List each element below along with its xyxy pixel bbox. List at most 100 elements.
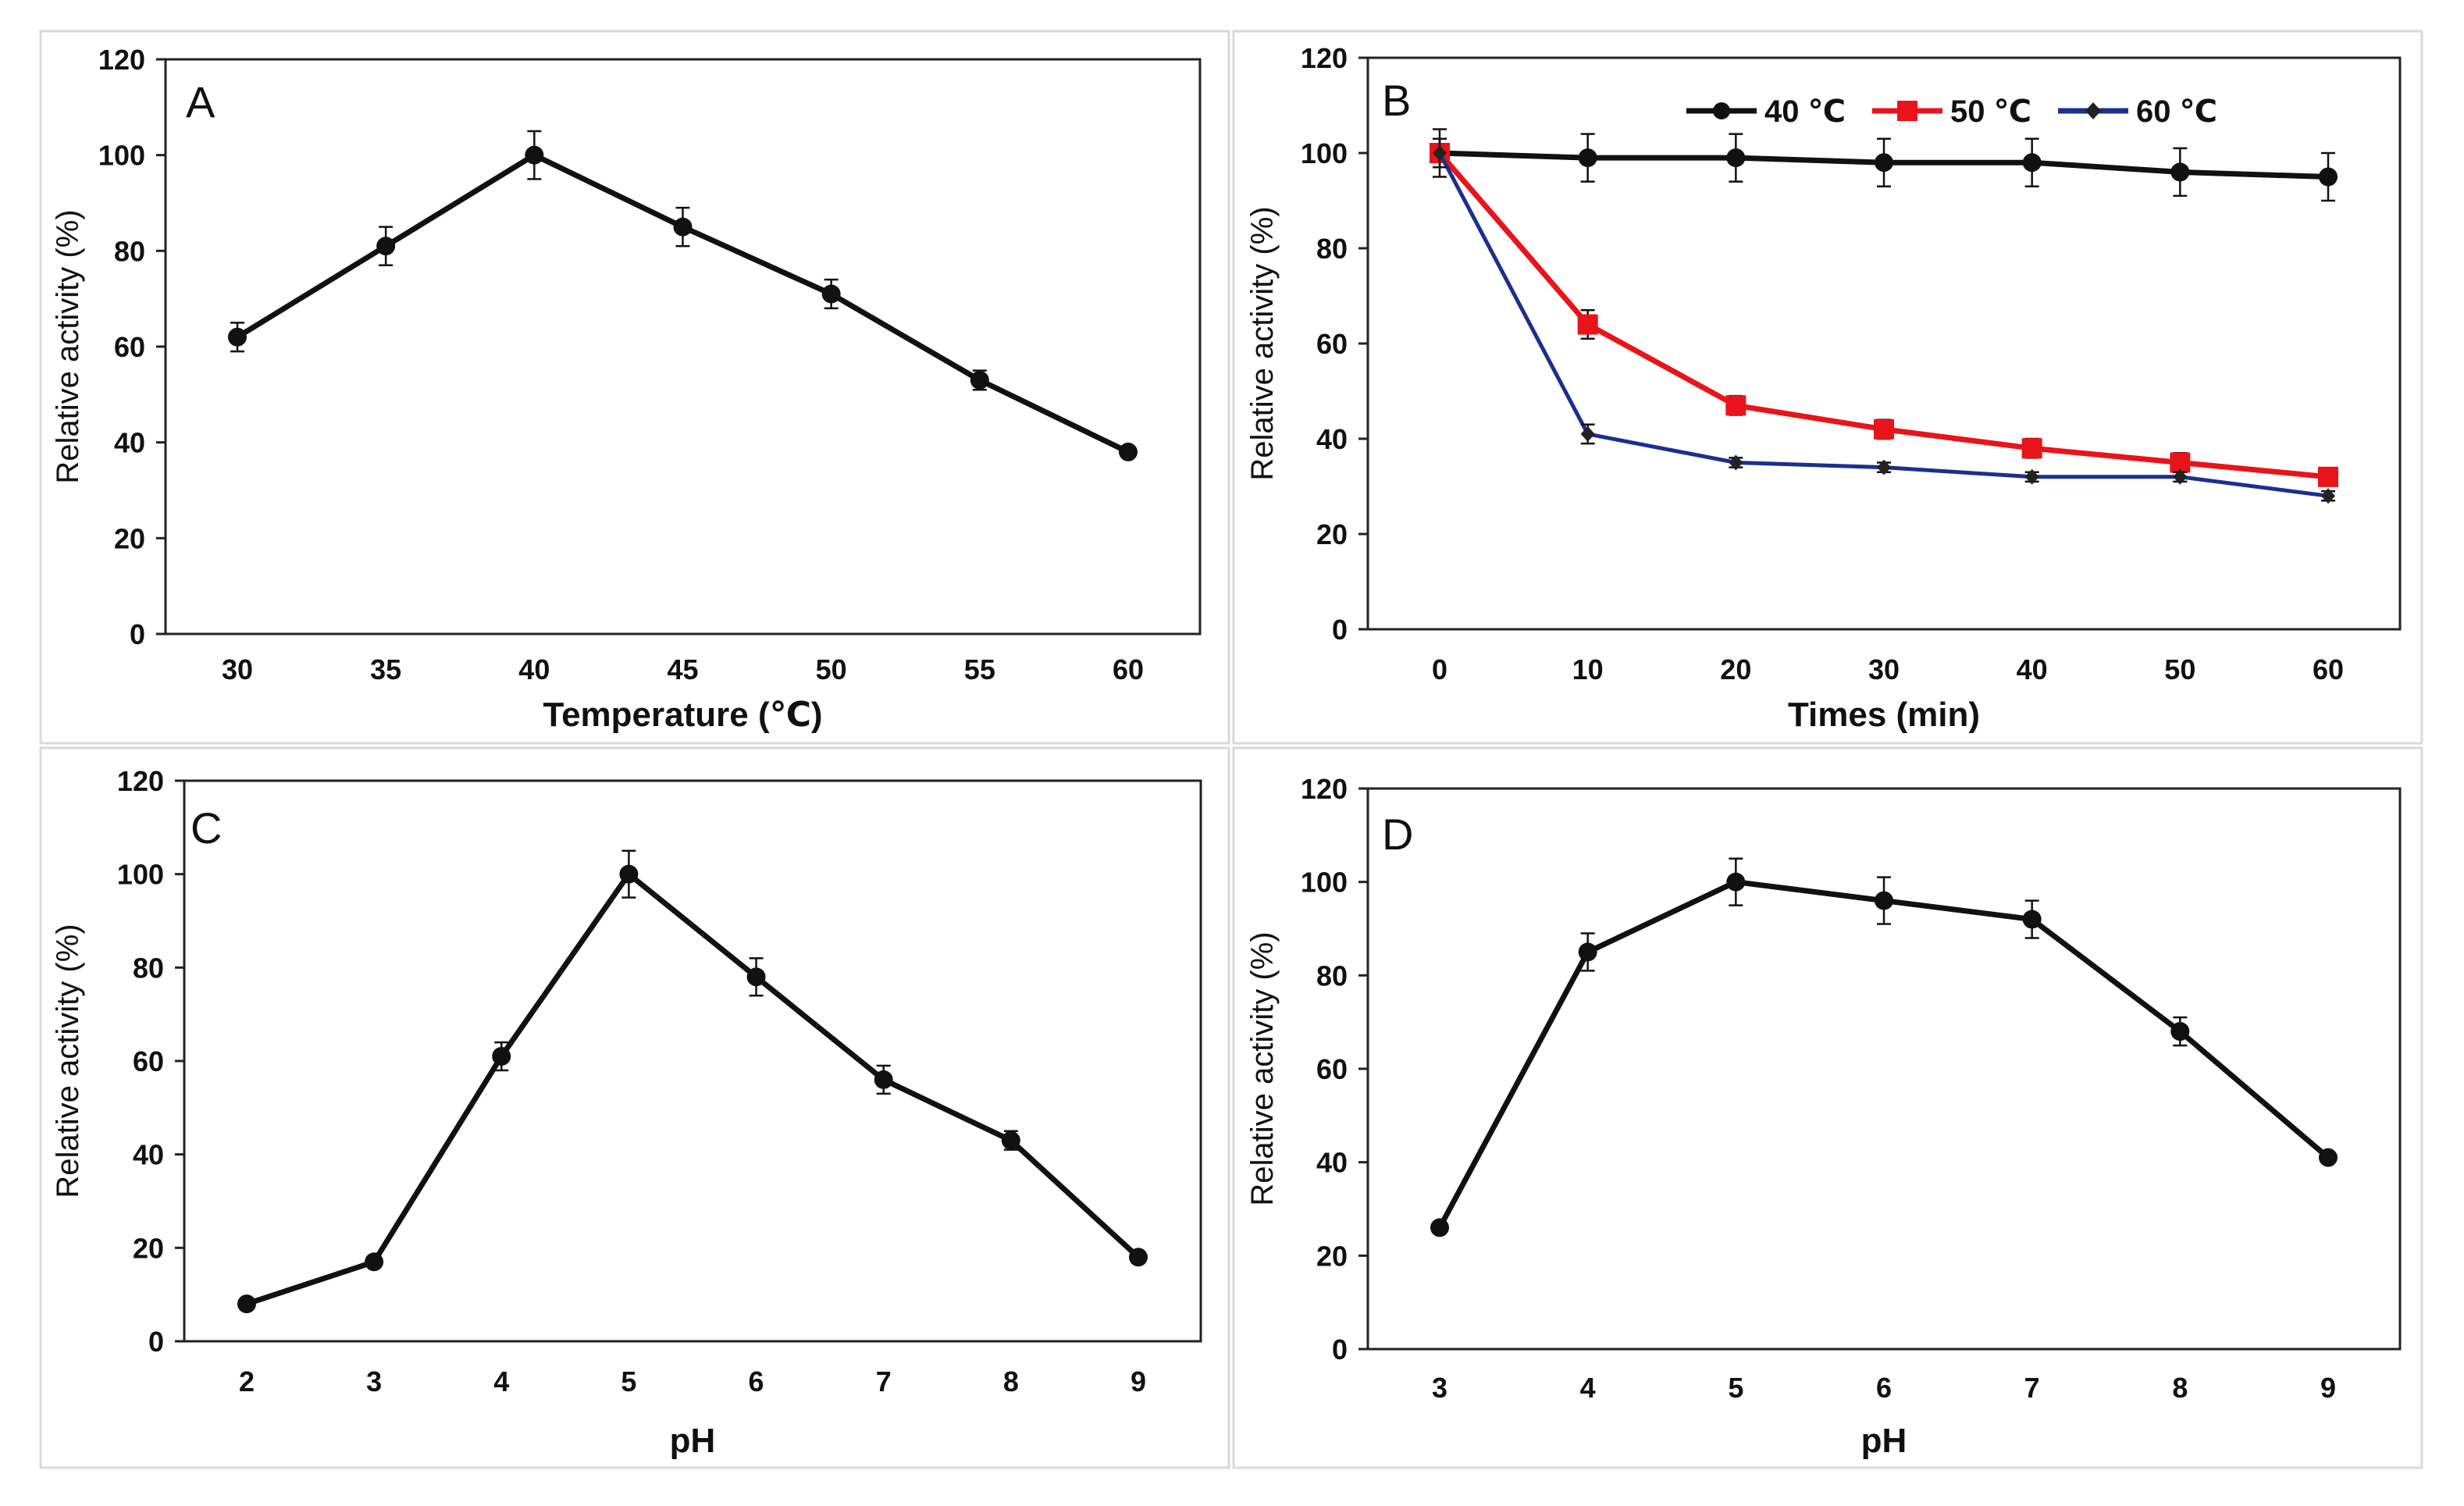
panel-d-y-tick-label: 120 bbox=[1301, 773, 1348, 805]
panel-d-data-point bbox=[1578, 942, 1597, 962]
panel-a-y-tick-label: 80 bbox=[114, 235, 145, 267]
panel-b: 0 20 40 60 80 100 120 0 10 20 30 40 50 60 Times (min) R… bbox=[1245, 42, 2402, 734]
panel-c-data-point bbox=[746, 967, 766, 987]
panel-d-x-tick-label: 6 bbox=[1876, 1372, 1892, 1404]
frame-a bbox=[39, 30, 1230, 745]
panel-b-data-point bbox=[2319, 167, 2338, 187]
panel-d-x-tick-label: 3 bbox=[1432, 1372, 1447, 1404]
panel-d-x-tick-label: 8 bbox=[2172, 1372, 2188, 1404]
panel-b-y-tick-label: 120 bbox=[1301, 42, 1348, 74]
panel-b-x-tick-label: 60 bbox=[2313, 653, 2344, 685]
panel-b-data-point bbox=[2021, 438, 2042, 459]
panel-b-legend-marker bbox=[1713, 102, 1730, 119]
panel-a-x-tick-label: 55 bbox=[964, 653, 995, 685]
panel-c-x-tick-label: 4 bbox=[493, 1365, 509, 1397]
panel-a-x-tick-label: 35 bbox=[370, 653, 401, 685]
panel-b-legend-marker bbox=[1897, 101, 1917, 121]
panel-c-data-point bbox=[1129, 1248, 1148, 1267]
panel-d-x-tick-label: 5 bbox=[1728, 1372, 1743, 1404]
panel-d-letter: D bbox=[1382, 810, 1413, 859]
panel-b-x-tick-label: 30 bbox=[1868, 653, 1900, 685]
panel-a-x-tick-label: 40 bbox=[518, 653, 550, 685]
panel-a-y-tick-label: 120 bbox=[98, 44, 145, 76]
panel-d-data-point bbox=[1430, 1218, 1449, 1237]
panel-a-data-point bbox=[228, 327, 247, 347]
panel-b-data-point bbox=[1726, 148, 1746, 168]
panel-c-data-point bbox=[1001, 1130, 1020, 1150]
panel-c-y-axis-label: Relative activity (%) bbox=[51, 924, 85, 1198]
panel-a-x-tick-label: 30 bbox=[222, 653, 253, 685]
panel-a-y-tick-label: 0 bbox=[130, 618, 145, 650]
panel-a-data-point bbox=[673, 217, 693, 237]
panel-frames bbox=[39, 30, 2423, 1469]
panel-c-series-line bbox=[245, 871, 1141, 1307]
panel-b-data-point bbox=[2170, 162, 2190, 182]
panel-b-data-point bbox=[1580, 425, 1595, 442]
panel-c-data-point bbox=[619, 864, 639, 884]
panel-b-data-point bbox=[1578, 148, 1597, 168]
panel-b-y-tick-label: 20 bbox=[1316, 518, 1348, 550]
panel-b-data-point bbox=[2173, 468, 2188, 485]
panel-d-data-point bbox=[2022, 910, 2042, 929]
panel-c-y-tick-label: 40 bbox=[133, 1139, 164, 1171]
panel-d-y-tick-label: 100 bbox=[1301, 867, 1348, 899]
panel-b-y-tick-label: 60 bbox=[1316, 328, 1348, 360]
panel-b-data-point bbox=[1725, 395, 1747, 416]
panel-b-y-tick-label: 100 bbox=[1301, 137, 1348, 169]
panel-d-y-tick-label: 80 bbox=[1316, 959, 1348, 992]
panel-d-data-point bbox=[2170, 1022, 2190, 1041]
panel-b-x-axis-label: Times (min) bbox=[1788, 696, 1980, 734]
panel-b-data-point bbox=[2321, 488, 2335, 504]
panel-b-legend: 40 ℃ 50 ℃ 60 ℃ bbox=[1686, 94, 2217, 129]
panel-c-x-tick-label: 5 bbox=[621, 1365, 636, 1397]
panel-c-y-tick-label: 0 bbox=[148, 1326, 164, 1358]
panel-c-y-tick-label: 80 bbox=[133, 952, 164, 984]
panel-b-y-tick-label: 80 bbox=[1316, 233, 1348, 265]
panel-d-y-tick-label: 60 bbox=[1316, 1053, 1348, 1085]
panel-a-series-1 bbox=[228, 130, 1138, 461]
panel-a-data-point bbox=[1119, 442, 1138, 461]
panel-b-x-tick-label: 50 bbox=[2164, 653, 2195, 685]
panel-c-x-tick-label: 2 bbox=[239, 1365, 255, 1397]
frame-b bbox=[1232, 30, 2423, 745]
panel-b-legend-label: 40 ℃ bbox=[1764, 94, 1846, 129]
panel-d-y-tick-label: 40 bbox=[1316, 1147, 1348, 1179]
panel-b-data-point bbox=[2024, 468, 2039, 485]
panel-d-x-axis-label: pH bbox=[1861, 1422, 1907, 1460]
panel-b-legend-marker bbox=[2085, 102, 2101, 119]
panel-c-x-tick-label: 9 bbox=[1131, 1365, 1146, 1397]
panel-c-y-tick-label: 100 bbox=[117, 859, 164, 891]
panel-b-x-tick-label: 40 bbox=[2017, 653, 2048, 685]
panel-a-data-point bbox=[970, 370, 989, 390]
panel-c-data-point bbox=[365, 1252, 384, 1272]
panel-d: 0 20 40 60 80 100 120 3 4 5 6 7 8 9 pH Relative activit… bbox=[1245, 773, 2402, 1460]
frame-c bbox=[39, 746, 1230, 1469]
panel-a-x-tick-label: 50 bbox=[816, 653, 847, 685]
panel-d-series-1 bbox=[1430, 857, 2338, 1237]
panel-d-data-point bbox=[2319, 1148, 2338, 1167]
panel-c-y-tick-label: 20 bbox=[133, 1232, 164, 1264]
panel-c-data-point bbox=[874, 1070, 893, 1089]
panel-b-series-1 bbox=[1430, 128, 2338, 202]
panel-b-y-tick-label: 0 bbox=[1332, 614, 1348, 646]
panel-a: 0 20 40 60 80 100 120 30 35 40 45 50 55 60 Temperature… bbox=[51, 44, 1202, 734]
panel-a-x-tick-label: 45 bbox=[667, 653, 698, 685]
panel-b-series-3 bbox=[1433, 137, 2335, 504]
panel-d-y-axis-label: Relative activity (%) bbox=[1245, 931, 1280, 1205]
panel-a-letter: A bbox=[186, 77, 215, 126]
panel-d-x-tick-label: 7 bbox=[2024, 1372, 2040, 1404]
panel-c-y-tick-label: 120 bbox=[117, 765, 164, 797]
panel-c: 0 20 40 60 80 100 120 2 3 4 5 6 7 8 9 pH Relative activi… bbox=[51, 765, 1202, 1460]
panel-b-data-point bbox=[2318, 466, 2338, 487]
panel-b-data-point bbox=[1729, 454, 1743, 471]
panel-b-y-axis-label: Relative activity (%) bbox=[1245, 206, 1280, 480]
panel-c-x-axis-label: pH bbox=[670, 1422, 716, 1460]
panel-c-x-tick-label: 8 bbox=[1003, 1365, 1019, 1397]
panel-c-data-point bbox=[237, 1294, 256, 1314]
panel-b-data-point bbox=[1433, 145, 1447, 161]
panel-b-data-point bbox=[1577, 314, 1598, 335]
panel-d-data-point bbox=[1726, 872, 1746, 892]
